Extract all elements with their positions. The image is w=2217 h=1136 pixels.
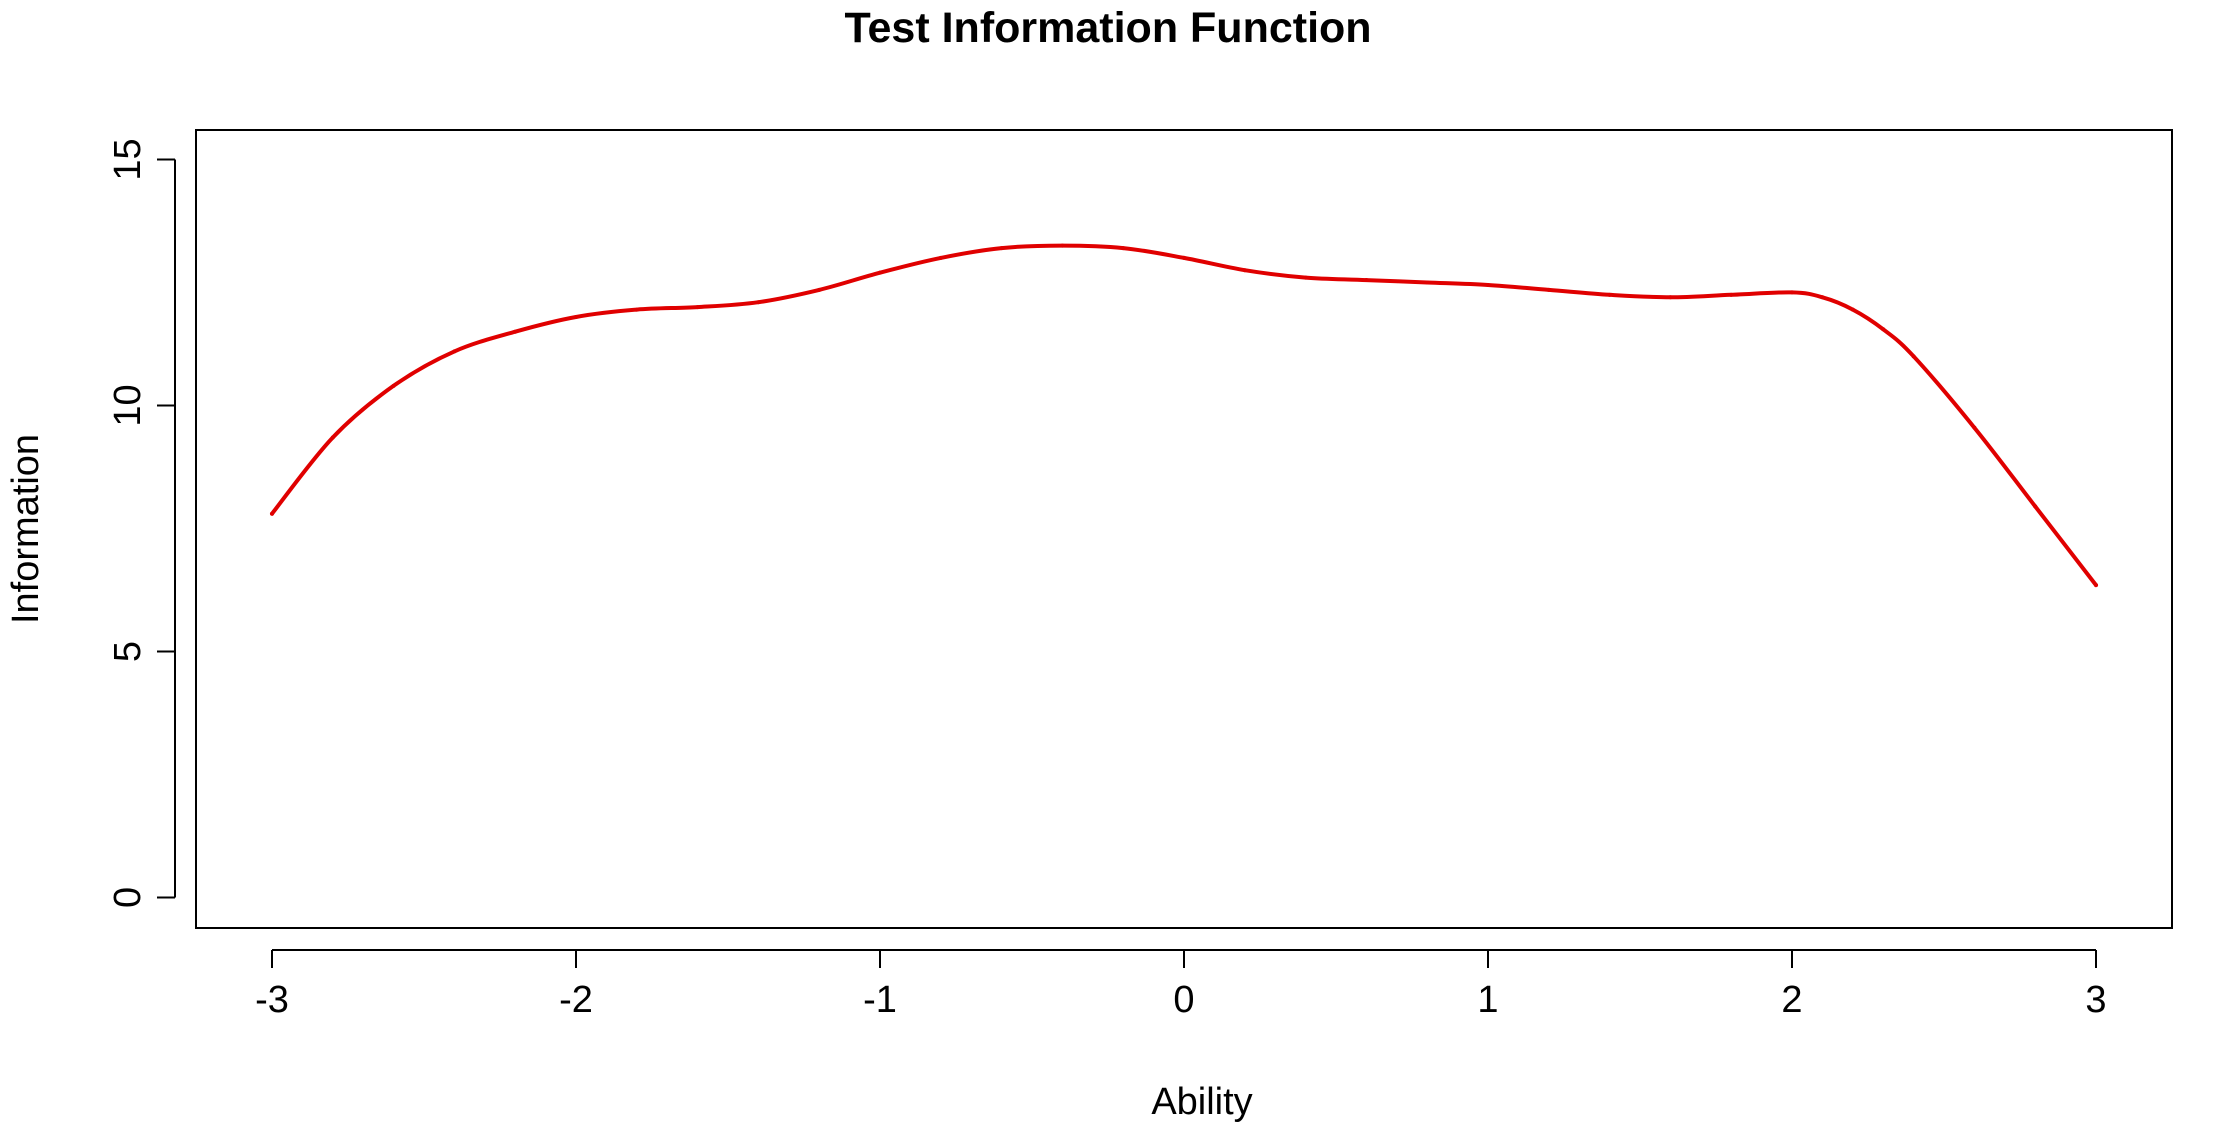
- data-point: [391, 383, 396, 388]
- series-layer: [270, 243, 2098, 588]
- data-point: [1546, 287, 1551, 292]
- plot-frame: [195, 129, 2173, 929]
- y-tick-label: 5: [107, 641, 149, 662]
- data-point: [634, 307, 639, 312]
- data-point: [1820, 295, 1825, 300]
- y-axis: 0 5 10 15: [107, 138, 176, 908]
- data-point: [1303, 275, 1308, 280]
- data-point: [878, 270, 882, 275]
- data-point: [330, 435, 335, 440]
- y-tick-label: 0: [107, 887, 149, 908]
- data-point: [756, 300, 761, 305]
- data-point: [1486, 282, 1490, 287]
- data-point: [1790, 290, 1794, 295]
- x-tick-label: -3: [255, 979, 289, 1021]
- data-point: [1911, 354, 1916, 359]
- data-point: [1607, 292, 1612, 297]
- chart-title: Test Information Function: [844, 4, 1371, 52]
- data-point: [999, 246, 1004, 251]
- data-point: [2094, 583, 2098, 588]
- data-point: [1060, 243, 1065, 248]
- data-point: [938, 255, 943, 260]
- data-point: [1182, 255, 1186, 260]
- x-tick-label: -2: [559, 979, 593, 1021]
- data-point: [1364, 278, 1369, 283]
- data-point: [817, 287, 822, 292]
- y-tick-label: 10: [107, 384, 149, 426]
- data-point: [2033, 504, 2038, 509]
- data-point: [1729, 292, 1734, 297]
- data-point: [1425, 280, 1430, 285]
- data-point: [452, 349, 457, 354]
- data-point: [574, 314, 578, 319]
- data-point: [695, 305, 700, 310]
- x-tick-label: -1: [863, 979, 897, 1021]
- x-axis: -3 -2 -1 0 1 2 3: [255, 949, 2107, 1021]
- x-axis-label: Ability: [1151, 1081, 1252, 1123]
- y-axis-label: Information: [5, 434, 47, 624]
- x-tick-label: 1: [1477, 979, 1498, 1021]
- data-point: [1972, 425, 1977, 430]
- data-point: [1850, 307, 1855, 312]
- x-tick-label: 3: [2085, 979, 2106, 1021]
- data-point: [1881, 327, 1886, 332]
- data-point: [270, 511, 274, 516]
- data-point: [513, 329, 518, 334]
- y-tick-label: 15: [107, 138, 149, 180]
- data-point: [1121, 246, 1126, 251]
- x-tick-label: 2: [1781, 979, 1802, 1021]
- data-point: [1668, 295, 1673, 300]
- data-point: [1242, 268, 1247, 273]
- x-tick-label: 0: [1173, 979, 1194, 1021]
